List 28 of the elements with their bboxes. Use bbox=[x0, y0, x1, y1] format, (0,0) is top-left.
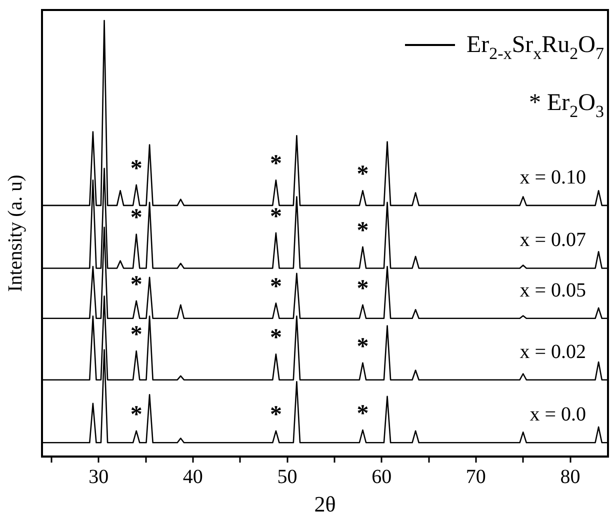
x-axis-title: 2θ bbox=[314, 492, 336, 517]
series-label: x = 0.05 bbox=[520, 279, 586, 302]
x-tick-label: 70 bbox=[466, 466, 486, 488]
series-label: x = 0.10 bbox=[520, 166, 586, 188]
annotation: * bbox=[270, 402, 282, 428]
annotation: * bbox=[130, 322, 142, 348]
annotation: * bbox=[270, 151, 282, 178]
annotation: * bbox=[356, 276, 369, 302]
annotation: * bbox=[130, 156, 142, 182]
annotation: * bbox=[270, 204, 282, 230]
annotation: * bbox=[356, 401, 369, 427]
x-tick-label: 60 bbox=[372, 466, 392, 488]
series-label: x = 0.07 bbox=[520, 229, 586, 252]
annotation: * bbox=[270, 274, 282, 300]
series-label: x = 0.0 bbox=[530, 404, 586, 426]
annotation: * bbox=[356, 218, 369, 244]
annotation: * bbox=[356, 162, 369, 188]
annotation: * bbox=[356, 334, 369, 360]
annotation: * bbox=[130, 402, 142, 428]
annotation: * bbox=[130, 205, 142, 232]
x-tick-label: 80 bbox=[560, 466, 580, 488]
annotation: * bbox=[130, 272, 142, 298]
y-axis-title: Intensity (a. u) bbox=[4, 174, 26, 292]
x-tick-label: 50 bbox=[277, 466, 298, 488]
annotation: * bbox=[270, 325, 282, 352]
x-tick-label: 40 bbox=[182, 466, 203, 488]
series-label: x = 0.02 bbox=[520, 340, 586, 363]
x-tick-label: 30 bbox=[88, 466, 109, 488]
